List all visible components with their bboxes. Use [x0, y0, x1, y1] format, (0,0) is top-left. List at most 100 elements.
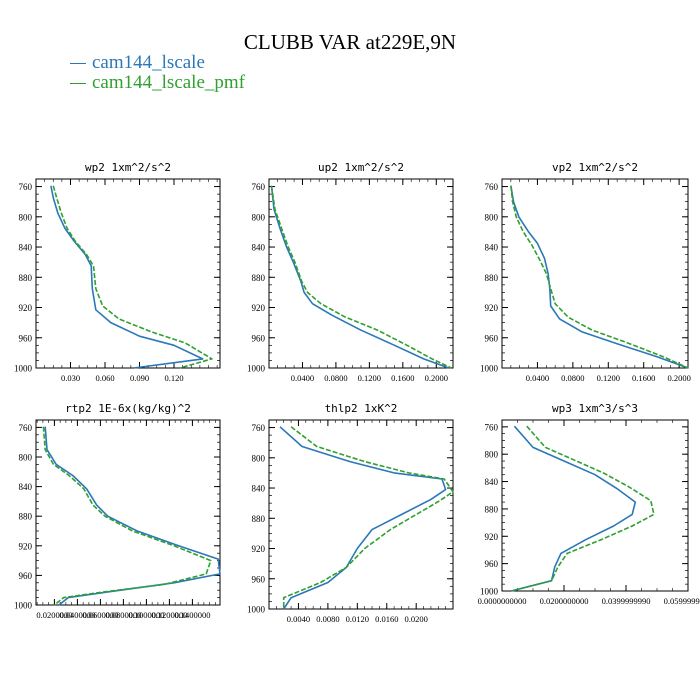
x-tick-label: 0.1200: [358, 373, 381, 383]
panel-title: wp3 1xm^3/s^3: [552, 402, 638, 415]
y-tick-label: 960: [252, 574, 266, 584]
plot-frame: [268, 419, 454, 610]
panel-5: thlp2 1xK^2 760 800 840 880 920 960 1000 0.0040 0…: [247, 402, 454, 624]
y-tick-label: 920: [19, 303, 33, 313]
series-line-cam144-lscale-pmf: [42, 426, 212, 606]
y-tick-label: 760: [485, 182, 499, 192]
y-tick-label: 800: [252, 453, 266, 463]
y-tick-label: 920: [252, 544, 266, 554]
x-tick-label: 0.0400: [526, 373, 549, 383]
plot-frame: [35, 178, 221, 369]
y-tick-label: 960: [485, 333, 499, 343]
series-line-cam144-lscale: [270, 185, 450, 369]
x-tick-label: 0.0400: [291, 373, 314, 383]
x-tick-label: 0.1600: [391, 373, 414, 383]
x-tick-label: 0.0399999990: [602, 596, 651, 606]
x-tick-label: 0.1000000: [128, 610, 164, 620]
x-tick-label: 0.0599999990: [664, 596, 700, 606]
y-tick-label: 800: [19, 212, 33, 222]
x-tick-label: 0.090: [130, 373, 149, 383]
y-tick-label: 1000: [480, 587, 499, 597]
y-tick-label: 920: [19, 541, 33, 551]
y-tick-label: 800: [252, 212, 266, 222]
y-tick-label: 1000: [14, 364, 33, 374]
y-tick-label: 920: [252, 303, 266, 313]
y-tick-label: 880: [485, 273, 499, 283]
x-tick-label: 0.0800: [324, 373, 347, 383]
y-tick-label: 800: [485, 212, 499, 222]
x-tick-label: 0.2000: [425, 373, 448, 383]
series-line-cam144-lscale-pmf: [52, 185, 213, 369]
legend-label: cam144_lscale: [92, 52, 205, 73]
series-line-cam144-lscale: [279, 426, 447, 610]
panel-title: vp2 1xm^2/s^2: [552, 161, 638, 174]
legend-swatch: [70, 82, 86, 85]
x-tick-label: 0.1200000: [151, 610, 187, 620]
panel-title: thlp2 1xK^2: [325, 402, 398, 415]
x-tick-label: 0.0120: [346, 614, 369, 624]
y-tick-label: 1000: [247, 364, 266, 374]
panel-title: wp2 1xm^2/s^2: [85, 161, 171, 174]
y-tick-label: 880: [19, 273, 33, 283]
y-tick-label: 880: [252, 273, 266, 283]
y-tick-label: 960: [19, 333, 33, 343]
y-tick-label: 960: [485, 559, 499, 569]
x-tick-label: 0.0040: [287, 614, 310, 624]
x-tick-label: 0.1400000: [174, 610, 210, 620]
x-tick-label: 0.120: [164, 373, 183, 383]
y-tick-label: 1000: [14, 601, 33, 611]
series-line-cam144-lscale-pmf: [511, 425, 655, 592]
x-tick-label: 0.0200000000: [540, 596, 589, 606]
panel-2: up2 1xm^2/s^2 760 800 840 880 920 960 1000 0.040…: [247, 161, 454, 383]
y-tick-label: 1000: [247, 605, 266, 615]
series-line-cam144-lscale: [44, 426, 221, 606]
y-tick-label: 880: [485, 504, 499, 514]
x-tick-label: 0.030: [61, 373, 80, 383]
y-tick-label: 800: [485, 450, 499, 460]
x-tick-label: 0.0800: [561, 373, 584, 383]
x-tick-label: 0.0800000: [105, 610, 141, 620]
panel-title: rtp2 1E-6x(kg/kg)^2: [65, 402, 191, 415]
y-tick-label: 840: [485, 477, 499, 487]
panel-1: wp2 1xm^2/s^2 760 800 840 880 920 960 1000 0.030…: [14, 161, 221, 383]
x-tick-label: 0.1200: [597, 373, 620, 383]
x-tick-label: 0.1600: [632, 373, 655, 383]
panel-4: rtp2 1E-6x(kg/kg)^2 760 800 840 880 920 960 100…: [14, 402, 221, 620]
y-tick-label: 880: [19, 512, 33, 522]
y-tick-label: 760: [252, 423, 266, 433]
chart-title: CLUBB VAR at229E,9N: [243, 30, 457, 54]
y-tick-label: 920: [485, 532, 499, 542]
legend-label: cam144_lscale_pmf: [92, 72, 246, 93]
x-tick-label: 0.0000000000: [478, 596, 527, 606]
x-tick-label: 0.2000: [667, 373, 690, 383]
series-line-cam144-lscale-pmf: [270, 185, 452, 369]
plot-frame: [501, 178, 689, 369]
y-tick-label: 1000: [480, 364, 499, 374]
legend-item-lscale-pmf: cam144_lscale_pmf: [70, 72, 245, 94]
y-tick-label: 840: [252, 243, 266, 253]
x-tick-label: 0.0200: [405, 614, 428, 624]
plot-frame: [501, 419, 689, 592]
series-line-cam144-lscale: [50, 185, 204, 369]
y-tick-label: 960: [252, 333, 266, 343]
y-tick-label: 840: [485, 243, 499, 253]
panel-title: up2 1xm^2/s^2: [318, 161, 404, 174]
y-tick-label: 840: [19, 243, 33, 253]
series-line-cam144-lscale-pmf: [282, 426, 454, 609]
x-tick-label: 0.0400000: [59, 610, 95, 620]
y-tick-label: 760: [252, 182, 266, 192]
series-line-cam144-lscale: [510, 185, 689, 369]
panel-6: wp3 1xm^3/s^3 760 800 840 880 920 960 10000.000…: [478, 402, 700, 606]
x-tick-label: 0.0200000: [36, 610, 72, 620]
panel-3: vp2 1xm^2/s^2 760 800 840 880 920 960 1000 0.040…: [480, 161, 691, 383]
x-tick-label: 0.060: [95, 373, 114, 383]
y-tick-label: 920: [485, 303, 499, 313]
y-tick-label: 840: [252, 484, 266, 494]
x-tick-label: 0.0160: [375, 614, 398, 624]
plot-frame: [268, 178, 454, 369]
y-tick-label: 760: [19, 182, 33, 192]
y-tick-label: 840: [19, 482, 33, 492]
series-line-cam144-lscale-pmf: [510, 185, 689, 369]
plot-frame: [35, 419, 221, 606]
